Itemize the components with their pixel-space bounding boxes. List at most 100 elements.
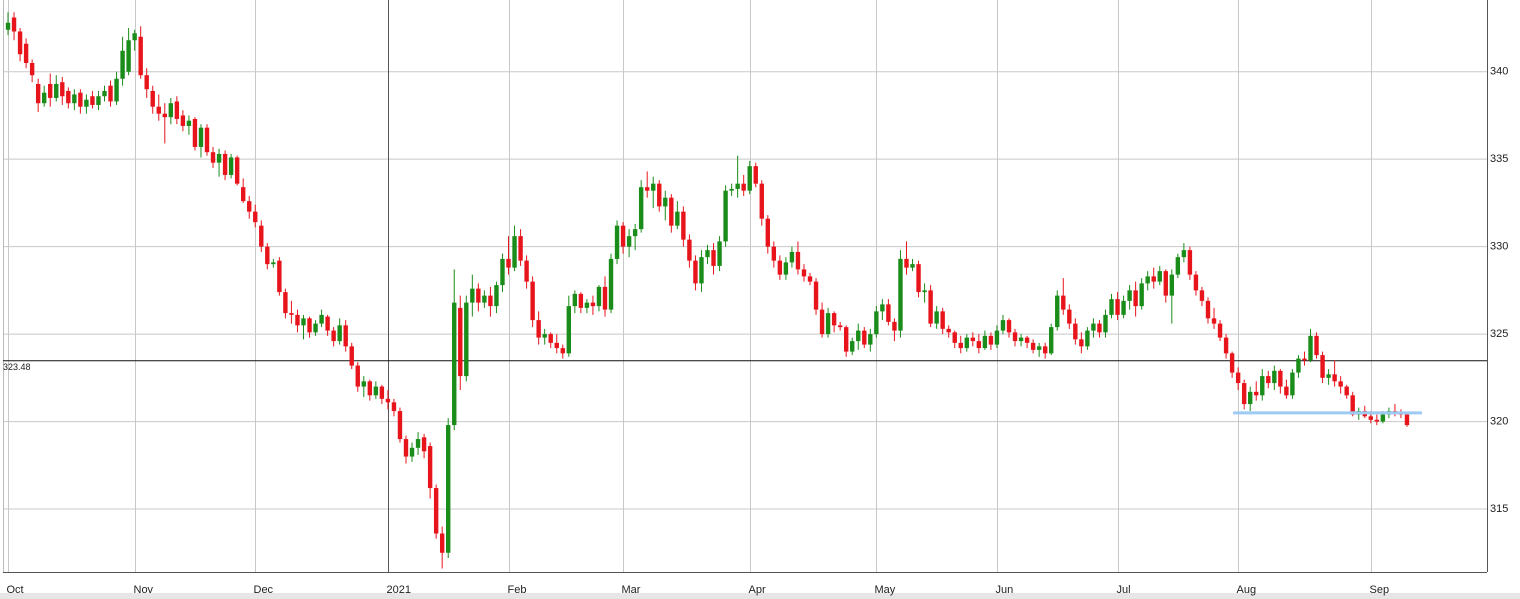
candle-body xyxy=(1036,346,1042,350)
candle-body xyxy=(307,318,312,333)
candle-body xyxy=(72,94,77,104)
candle-body xyxy=(1079,339,1084,347)
candle-body xyxy=(29,62,35,76)
candle-body xyxy=(1205,300,1211,319)
x-tick-label: Mar xyxy=(622,584,641,596)
candle-body xyxy=(108,85,113,102)
candle-body xyxy=(1061,295,1066,310)
candle-body xyxy=(892,321,897,331)
candle-body xyxy=(994,330,1000,345)
candle-body xyxy=(898,258,903,331)
x-tick-label: 2021 xyxy=(387,584,411,596)
candle-body xyxy=(566,306,572,354)
candle-body xyxy=(78,92,83,107)
candle-body xyxy=(1157,271,1162,282)
candle-body xyxy=(210,152,216,163)
candle-body xyxy=(283,292,288,314)
candle-body xyxy=(102,90,107,97)
candle-body xyxy=(1193,274,1199,291)
candle-body xyxy=(1000,320,1006,331)
candle-body xyxy=(626,236,632,247)
candle-body xyxy=(1217,323,1223,338)
candle-body xyxy=(717,241,722,266)
candle-body xyxy=(723,190,728,242)
candle-body xyxy=(427,446,433,489)
candle-body xyxy=(590,302,596,307)
candle-body xyxy=(1109,299,1114,315)
candle-body xyxy=(1350,395,1355,415)
candle-body xyxy=(1091,323,1096,331)
candle-body xyxy=(771,246,777,261)
candle-body xyxy=(180,115,186,126)
candle-body xyxy=(940,311,945,329)
candle-body xyxy=(1241,383,1247,405)
candle-body xyxy=(367,381,373,396)
candle-body xyxy=(120,50,125,79)
candle-body xyxy=(265,246,270,265)
candle-body xyxy=(5,22,11,30)
candle-body xyxy=(952,332,957,343)
candle-body xyxy=(397,411,403,440)
candle-body xyxy=(644,187,650,191)
candle-body xyxy=(1055,295,1060,328)
candle-body xyxy=(910,264,915,268)
candle-body xyxy=(439,533,445,553)
candle-body xyxy=(1290,372,1295,396)
candle-body xyxy=(1181,250,1187,258)
y-tick-label: 320 xyxy=(1490,415,1508,427)
candle-body xyxy=(1284,386,1289,396)
candle-body xyxy=(379,386,385,399)
candle-body xyxy=(1302,358,1307,361)
candle-body xyxy=(524,260,529,282)
candle-body xyxy=(542,334,547,338)
candle-body xyxy=(1115,299,1120,315)
candle-body xyxy=(777,260,783,275)
candle-body xyxy=(1332,374,1337,382)
candle-body xyxy=(17,31,23,55)
candle-body xyxy=(144,75,149,90)
candle-body xyxy=(355,365,360,387)
candle-body xyxy=(1308,335,1313,361)
candle-body xyxy=(928,290,933,324)
candle-body xyxy=(1175,257,1181,275)
candle-body xyxy=(1374,419,1380,422)
candle-body xyxy=(819,309,825,335)
candle-body xyxy=(813,281,819,310)
candle-body xyxy=(198,127,204,147)
candle-body xyxy=(84,99,89,107)
candle-body xyxy=(409,447,415,457)
candle-body xyxy=(904,258,909,268)
candle-body xyxy=(482,295,487,303)
candle-body xyxy=(301,318,306,326)
candle-body xyxy=(253,211,258,223)
candle-body xyxy=(349,346,354,366)
candle-body xyxy=(976,341,982,349)
candle-body xyxy=(361,381,366,387)
x-tick-label: Nov xyxy=(134,584,154,596)
candle-body xyxy=(1199,290,1205,301)
candle-body xyxy=(150,90,155,107)
candle-body xyxy=(247,201,252,212)
candle-body xyxy=(1296,358,1301,373)
candle-body xyxy=(741,183,746,191)
candle-body xyxy=(186,120,192,126)
candle-body xyxy=(946,328,951,333)
candle-body xyxy=(693,260,698,284)
candle-body xyxy=(934,311,939,324)
candle-body xyxy=(837,325,843,328)
candle-body xyxy=(554,342,559,349)
candle-body xyxy=(1030,342,1036,350)
candle-body xyxy=(331,330,336,342)
candle-body xyxy=(681,211,686,240)
candle-body xyxy=(1320,355,1325,378)
candle-body xyxy=(795,251,801,270)
candle-body xyxy=(343,325,348,347)
candle-body xyxy=(1127,290,1132,301)
candle-body xyxy=(174,101,180,119)
candle-body xyxy=(1248,391,1253,405)
candle-body xyxy=(1097,323,1102,333)
candle-body xyxy=(1018,337,1024,342)
candle-body xyxy=(458,307,463,377)
candle-body xyxy=(1145,276,1150,284)
